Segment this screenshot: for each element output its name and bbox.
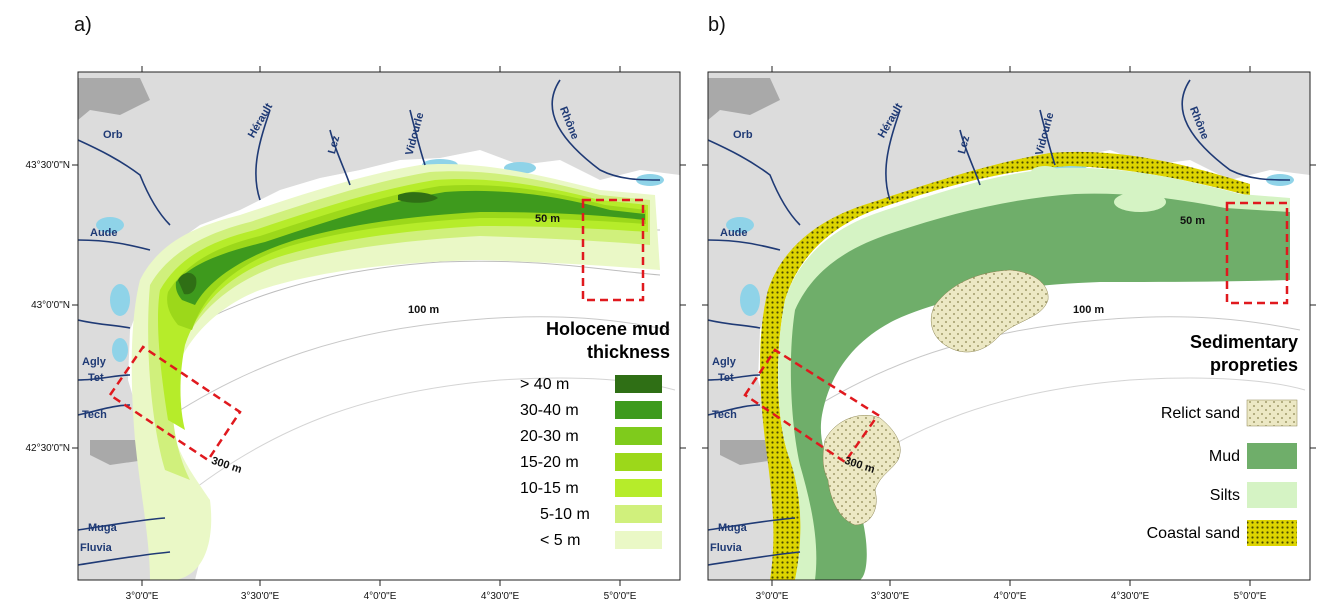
lon-tick-label: 5°0'0"E — [604, 591, 637, 602]
mud-40m-layer — [398, 192, 438, 203]
legend-swatch — [1246, 399, 1298, 427]
legend-label: 10-15 m — [520, 480, 579, 497]
river-label-fluvia: Fluvia — [710, 542, 743, 554]
lon-tick-label: 3°0'0"E — [756, 591, 789, 602]
relict-sand-patch — [930, 269, 1049, 353]
legend-swatch — [615, 453, 662, 471]
panel-a-map — [78, 72, 680, 580]
mountain-area — [78, 78, 150, 120]
legend-swatch — [1247, 520, 1297, 546]
river-label-agly: Agly — [82, 356, 107, 368]
mud-40m-layer — [178, 272, 197, 295]
depth-label-100m: 100 m — [408, 304, 439, 316]
legend-label: < 5 m — [540, 532, 580, 549]
river-label-tet: Tet — [718, 372, 734, 384]
legend-title-line: Sedimentary — [1190, 332, 1298, 352]
river-label-tech: Tech — [82, 409, 107, 421]
legend-title-line: propreties — [1210, 355, 1298, 375]
lon-tick-label: 4°0'0"E — [994, 591, 1027, 602]
lon-tick-label: 4°0'0"E — [364, 591, 397, 602]
legend-label: 20-30 m — [520, 428, 579, 445]
river-label-agly: Agly — [712, 356, 737, 368]
relict-sand-patch — [822, 414, 901, 526]
legend-swatch — [615, 401, 662, 419]
study-box — [743, 348, 880, 464]
river-label-orb: Orb — [103, 129, 123, 141]
mountain-area — [720, 440, 780, 465]
river-label-muga: Muga — [88, 522, 118, 534]
legend-label: > 40 m — [520, 376, 569, 393]
lon-tick-label: 4°30'0"E — [481, 591, 520, 602]
river-label-muga: Muga — [718, 522, 748, 534]
panel-b-letter: b) — [708, 14, 726, 36]
axis-ticks — [72, 66, 1316, 586]
river-label-tet: Tet — [88, 372, 104, 384]
land-mass — [708, 72, 1310, 580]
river-label-lez: Lez — [326, 134, 342, 155]
legend-label: Mud — [1209, 448, 1240, 465]
mud-30m-layer — [175, 190, 645, 305]
mountain-area — [708, 78, 780, 120]
legend-swatch — [1247, 482, 1297, 508]
legend-swatch — [615, 505, 662, 523]
legend-swatch — [615, 479, 662, 497]
legend-title-line: thickness — [587, 342, 670, 362]
depth-label-50m: 50 m — [535, 213, 560, 225]
river-label-lez: Lez — [956, 134, 972, 155]
river-label-tech: Tech — [712, 409, 737, 421]
lat-tick-label: 43°30'0"N — [26, 160, 71, 171]
legend-panel-a: Holocene mud thickness > 40 m 30-40 m 20… — [520, 319, 670, 549]
river-label-orb: Orb — [733, 129, 753, 141]
lat-tick-label: 43°0'0"N — [31, 300, 70, 311]
study-box — [108, 345, 242, 462]
lon-tick-label: 3°0'0"E — [126, 591, 159, 602]
legend-label: 15-20 m — [520, 454, 579, 471]
panel-a-letter: a) — [74, 14, 92, 36]
lon-tick-label: 5°0'0"E — [1234, 591, 1267, 602]
lon-tick-label: 4°30'0"E — [1111, 591, 1150, 602]
lon-tick-label: 3°30'0"E — [871, 591, 910, 602]
rivers — [708, 79, 1291, 566]
study-box — [581, 198, 645, 302]
depth-label-50m: 50 m — [1180, 215, 1205, 227]
depth-label-100m: 100 m — [1073, 304, 1104, 316]
legend-title-line: Holocene mud — [546, 319, 670, 339]
lat-tick-label: 42°30'0"N — [26, 443, 71, 454]
land-mass — [78, 72, 680, 580]
panel-b-map — [708, 72, 1310, 580]
legend-label: Silts — [1210, 487, 1240, 504]
legend-label: Coastal sand — [1147, 525, 1240, 542]
legend-label: 5-10 m — [540, 506, 590, 523]
legend-panel-b: Sedimentary propreties Relict sand Mud S… — [1147, 332, 1298, 546]
rivers — [78, 79, 661, 566]
legend-label: Relict sand — [1161, 405, 1240, 422]
mountain-area — [90, 440, 150, 465]
mud-layer — [790, 193, 1290, 580]
legend-label: 30-40 m — [520, 402, 579, 419]
river-label-aude: Aude — [720, 227, 748, 239]
legend-swatch — [615, 427, 662, 445]
legend-swatch — [1247, 443, 1297, 469]
river-label-fluvia: Fluvia — [80, 542, 113, 554]
legend-swatch — [615, 375, 662, 393]
legend-swatch — [615, 531, 662, 549]
lon-tick-label: 3°30'0"E — [241, 591, 280, 602]
river-label-aude: Aude — [90, 227, 118, 239]
study-box — [1225, 201, 1289, 305]
